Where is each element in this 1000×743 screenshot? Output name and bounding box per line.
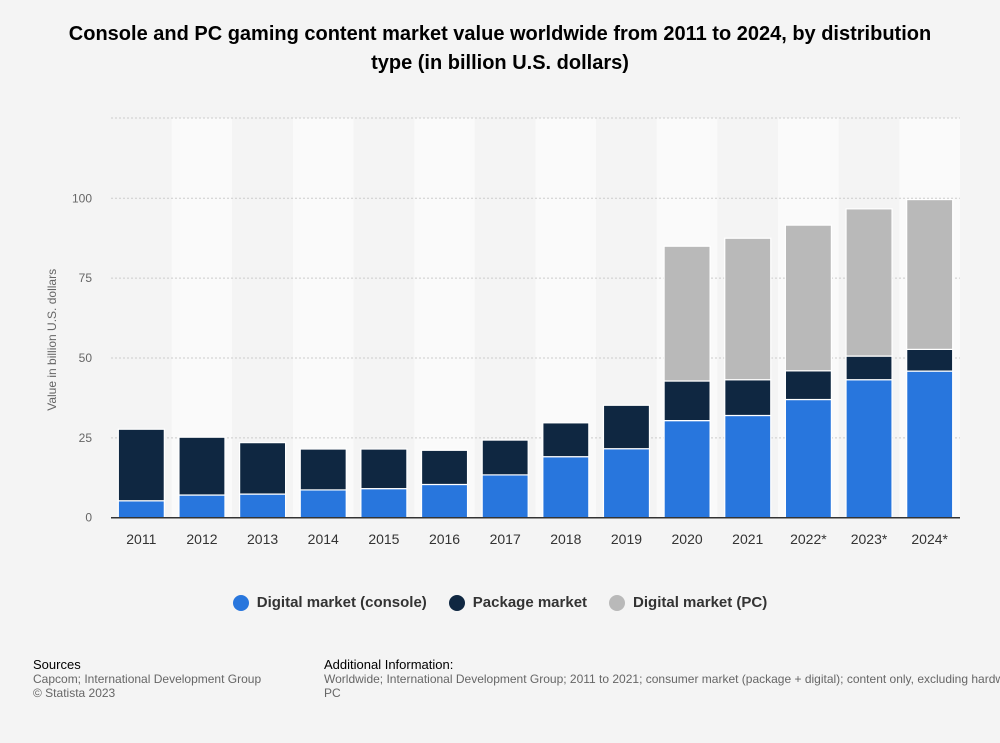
x-tick-label: 2014 — [308, 531, 339, 547]
bar-segment — [663, 420, 711, 519]
info-text: Worldwide; International Development Gro… — [324, 672, 1000, 686]
bar-segment — [845, 379, 893, 519]
x-tick-label: 2011 — [126, 531, 156, 547]
sources-text: Capcom; International Development Group — [33, 672, 262, 686]
bar-segment — [360, 448, 408, 490]
x-tick-label: 2024* — [911, 531, 948, 547]
x-tick-label: 2016 — [429, 531, 460, 547]
bar-segment — [906, 198, 954, 350]
x-tick-label: 2020 — [672, 531, 703, 547]
additional-info-block: Additional Information: Worldwide; Inter… — [324, 657, 1000, 701]
bar-segment — [602, 448, 651, 519]
bar-segment — [178, 494, 226, 519]
legend-swatch — [448, 594, 465, 611]
bar-segment — [239, 493, 287, 519]
bar-segment — [420, 449, 469, 486]
info-heading: Additional Information: — [324, 657, 454, 672]
y-tick-label: 25 — [79, 431, 93, 445]
legend-label: Digital market (console) — [256, 594, 427, 611]
bar-segment — [542, 456, 590, 519]
legend-swatch — [609, 594, 626, 611]
bar-segment — [542, 422, 590, 458]
x-tick-label: 2018 — [550, 531, 581, 547]
legend-item[interactable]: Package market — [448, 594, 588, 611]
legend: Digital market (console) Package market Di… — [0, 594, 1000, 611]
x-tick-label: 2012 — [186, 531, 217, 547]
bar-segment — [602, 404, 651, 450]
bar-segment — [178, 436, 226, 496]
x-tick-label: 2015 — [368, 531, 399, 547]
sources-heading: Sources — [33, 657, 81, 672]
bar-segment — [299, 448, 347, 491]
bar-segment — [724, 414, 772, 519]
bar-segment — [239, 442, 287, 495]
legend-item[interactable]: Digital market (console) — [232, 594, 427, 611]
bar-segment — [117, 428, 165, 502]
y-tick-label: 75 — [79, 271, 93, 285]
x-tick-label: 2017 — [490, 531, 521, 547]
x-tick-label: 2023* — [851, 531, 888, 547]
bar-segment — [784, 398, 832, 519]
bar-segment — [906, 370, 954, 519]
bar-segment — [481, 439, 529, 476]
bar-segment — [117, 500, 165, 519]
legend-label: Package market — [472, 594, 588, 611]
sources-block: Sources Capcom; International Developmen… — [33, 657, 262, 701]
bar-segment — [845, 355, 893, 381]
bar-segment — [724, 237, 772, 381]
x-tick-label: 2021 — [732, 531, 763, 547]
y-axis-label: Value in billion U.S. dollars — [45, 269, 59, 411]
bar-segment — [420, 483, 469, 519]
y-tick-label: 100 — [72, 191, 92, 205]
x-tick-label: 2013 — [247, 531, 278, 547]
bar-segment — [360, 488, 408, 519]
legend-label: Digital market (PC) — [633, 594, 768, 611]
bar-segment — [845, 208, 893, 357]
bar-segment — [663, 245, 711, 382]
legend-item[interactable]: Digital market (PC) — [609, 594, 767, 611]
bar-segment — [299, 489, 347, 519]
x-tick-label: 2022* — [790, 531, 827, 547]
info-text-2: PC — [324, 686, 341, 700]
y-tick-label: 0 — [85, 511, 92, 525]
bar-segment — [906, 348, 954, 372]
legend-swatch — [232, 594, 249, 611]
bar-segment — [481, 474, 529, 519]
bar-segment — [784, 224, 832, 372]
x-tick-label: 2019 — [611, 531, 642, 547]
copyright: © Statista 2023 — [33, 686, 116, 700]
bar-segment — [663, 380, 711, 422]
bar-segment — [724, 379, 772, 417]
bar-segment — [784, 370, 832, 401]
chart-title: Console and PC gaming content market val… — [68, 23, 932, 74]
y-tick-label: 50 — [79, 351, 93, 365]
